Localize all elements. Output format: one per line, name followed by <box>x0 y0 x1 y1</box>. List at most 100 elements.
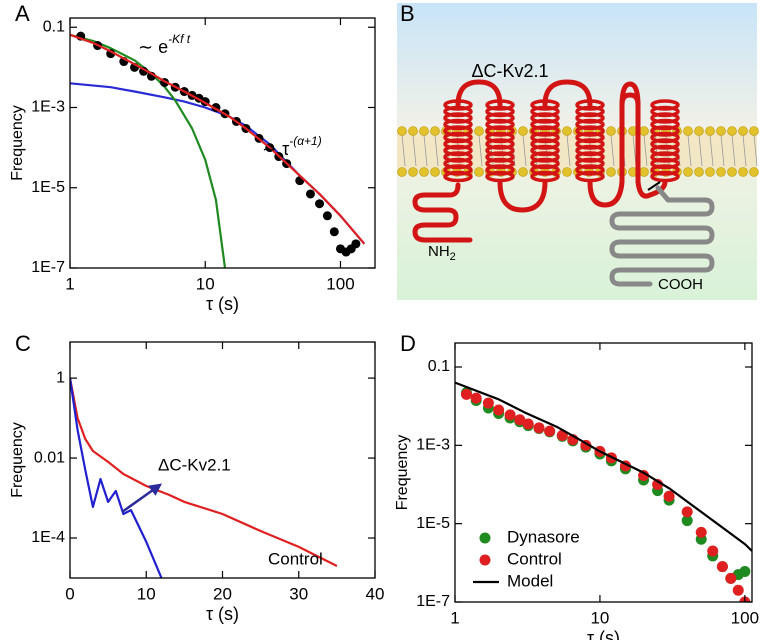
n-terminus-subscript: 2 <box>450 251 456 263</box>
plot-area <box>70 377 338 578</box>
data-point <box>695 526 707 538</box>
x-tick-label: 30 <box>289 584 308 603</box>
x-tick-label: 10 <box>590 608 609 627</box>
lipid-head <box>408 126 418 136</box>
lipid-head <box>716 126 726 136</box>
lipid-head <box>518 167 528 177</box>
y-tick-label: 0.1 <box>428 358 450 375</box>
lipid-head <box>606 167 616 177</box>
x-tick-label: 100 <box>731 608 759 627</box>
data-point <box>732 584 744 596</box>
data-point <box>716 561 728 573</box>
y-tick-label: 1E-3 <box>31 99 65 116</box>
lipid-tail <box>687 134 692 167</box>
loop <box>455 79 503 108</box>
y-tick-label: 1E-3 <box>416 437 450 454</box>
x-axis-label: τ (s) <box>206 294 239 314</box>
lipid-tail <box>731 134 736 167</box>
data-point <box>482 397 494 409</box>
lipid-head <box>419 167 429 177</box>
data-point <box>544 425 556 437</box>
annotation-text: ∼ e <box>138 37 168 57</box>
lipid-tail <box>753 134 758 167</box>
lipid-head <box>727 167 737 177</box>
diagram-title: ΔC-Kv2.1 <box>471 61 548 81</box>
lipid-head <box>694 167 704 177</box>
x-tick-label: 10 <box>137 584 156 603</box>
y-tick-label: 1E-5 <box>416 515 450 532</box>
lipid-head <box>474 126 484 136</box>
legend-marker <box>479 554 491 566</box>
data-line <box>455 381 752 552</box>
lipid-head <box>639 126 649 136</box>
lipid-head <box>749 126 759 136</box>
c-terminus-chain <box>609 185 715 287</box>
y-tick-label: 1E-5 <box>31 179 65 196</box>
lipid-head <box>727 126 737 136</box>
data-point <box>493 404 505 416</box>
y-axis-label: Frequency <box>394 435 411 511</box>
plot-frame <box>69 17 376 269</box>
n-terminus-label: NH2 <box>428 243 456 263</box>
lipid-tail <box>478 134 483 167</box>
lipid-head <box>397 167 407 177</box>
lipid-head <box>562 167 572 177</box>
data-point <box>351 239 361 249</box>
lipid-head <box>639 167 649 177</box>
y-tick-label: 0.1 <box>43 18 65 35</box>
x-tick-label: 20 <box>213 584 232 603</box>
cut-mark <box>647 181 661 191</box>
panel-label: C <box>15 331 31 356</box>
lipid-tail <box>522 134 527 167</box>
data-line <box>70 33 366 245</box>
lipid-tail <box>720 134 725 167</box>
data-point <box>470 392 482 404</box>
loop <box>542 79 593 108</box>
lipid-tail <box>412 134 417 167</box>
panel-label: A <box>15 1 30 26</box>
legend-marker <box>479 532 491 544</box>
data-point <box>663 490 675 502</box>
data-point <box>522 418 534 430</box>
lipid-tail <box>698 134 703 167</box>
data-point <box>707 545 719 557</box>
lipid-tail <box>610 134 615 167</box>
lipid-head <box>408 167 418 177</box>
data-point <box>638 469 650 481</box>
helix-turn <box>443 170 473 183</box>
x-tick-label: 1 <box>450 608 459 627</box>
lipid-head <box>738 126 748 136</box>
lipid-head <box>474 167 484 177</box>
lipid-head <box>606 126 616 136</box>
lipid-head <box>518 126 528 136</box>
lipid-head <box>705 167 715 177</box>
annotation: ∼ e-Kf t <box>138 32 191 57</box>
y-tick-label: 1E-4 <box>31 529 65 546</box>
data-point <box>533 422 545 434</box>
lipid-head <box>419 126 429 136</box>
x-axis-label: τ (s) <box>206 604 239 624</box>
y-axis-label: Frequency <box>9 422 26 498</box>
lipid-head <box>694 126 704 136</box>
x-tick-label: 0 <box>65 584 74 603</box>
loop <box>497 179 548 213</box>
c-terminus-label: COOH <box>658 276 703 293</box>
data-point <box>315 199 325 209</box>
panel-label: D <box>400 331 416 356</box>
panel-label: B <box>400 1 415 26</box>
annotation-superscript: -Kf t <box>168 32 191 46</box>
data-point <box>460 388 472 400</box>
annotation: ∼ τ-(α+1) <box>262 134 322 159</box>
data-point <box>739 566 751 578</box>
data-point <box>305 189 315 199</box>
lipid-head <box>562 126 572 136</box>
lipid-tail <box>434 134 439 167</box>
legend-label: Model <box>507 571 553 590</box>
y-tick-label: 0.01 <box>34 449 65 466</box>
data-point <box>681 515 693 527</box>
n-terminus-text: NH <box>428 243 450 260</box>
data-point <box>329 227 339 237</box>
lipid-head <box>683 126 693 136</box>
lipid-head <box>430 167 440 177</box>
